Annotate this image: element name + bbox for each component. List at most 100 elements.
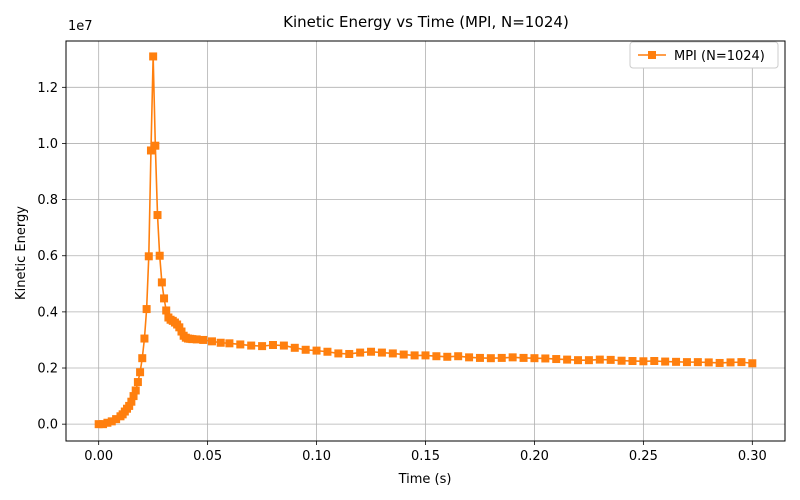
data-point xyxy=(508,353,517,362)
series-layer xyxy=(94,52,757,429)
data-point xyxy=(301,345,310,354)
data-point xyxy=(628,357,637,365)
data-point xyxy=(323,347,332,356)
x-tick-label: 0.00 xyxy=(84,449,113,464)
data-point xyxy=(258,342,267,351)
x-tick-label: 0.15 xyxy=(411,449,440,464)
data-point xyxy=(133,378,142,387)
data-point xyxy=(661,357,670,366)
data-point xyxy=(465,353,474,362)
data-point xyxy=(125,401,134,410)
data-point xyxy=(153,211,162,220)
data-point xyxy=(682,358,691,367)
legend-marker-swatch xyxy=(648,51,656,59)
y-tick-label: 0.0 xyxy=(37,418,58,433)
data-point xyxy=(486,354,495,363)
data-point xyxy=(410,351,419,360)
data-point xyxy=(192,335,201,344)
data-point xyxy=(290,343,299,352)
data-point xyxy=(399,350,408,359)
data-point xyxy=(225,339,234,348)
y-multiplier-label: 1e7 xyxy=(68,19,93,34)
legend: MPI (N=1024) xyxy=(629,41,779,69)
data-point xyxy=(107,417,116,426)
legend-box xyxy=(629,41,779,69)
y-tick-label: 0.6 xyxy=(37,249,58,264)
y-tick-label: 0.4 xyxy=(37,305,58,320)
data-point xyxy=(443,352,452,361)
data-point xyxy=(726,358,735,367)
data-point xyxy=(672,357,681,366)
x-tick-label: 0.10 xyxy=(302,449,331,464)
y-tick-label: 1.0 xyxy=(37,137,58,152)
data-point xyxy=(157,278,166,287)
data-point xyxy=(149,52,158,61)
data-point xyxy=(94,420,103,429)
data-point xyxy=(334,349,343,358)
data-point xyxy=(345,349,354,358)
data-point xyxy=(177,327,186,336)
data-point xyxy=(131,386,140,395)
data-point xyxy=(421,351,430,360)
data-point xyxy=(388,349,397,358)
data-point xyxy=(748,359,757,368)
x-tick-label: 0.20 xyxy=(520,449,549,464)
plot-area: 0.00 0.05 0.10 0.15 0.20 0.25 0.30 0.00.20.40.… xyxy=(37,40,786,464)
data-point xyxy=(127,397,136,406)
data-point xyxy=(530,354,539,363)
legend-entry-mpi: MPI (N=1024) xyxy=(674,49,765,64)
data-point xyxy=(207,337,216,346)
data-point xyxy=(144,252,153,261)
chart-title: Kinetic Energy vs Time (MPI, N=1024) xyxy=(283,13,569,31)
data-point xyxy=(541,354,550,363)
y-axis-label: Kinetic Energy xyxy=(14,206,29,300)
y-tick-label: 0.8 xyxy=(37,193,58,208)
data-point xyxy=(574,356,583,365)
data-point xyxy=(112,415,121,424)
data-point xyxy=(312,346,321,355)
data-point xyxy=(595,355,604,364)
data-point xyxy=(162,306,171,315)
data-point xyxy=(175,323,184,332)
data-point xyxy=(136,368,145,377)
data-point xyxy=(693,358,702,367)
data-point xyxy=(715,358,724,367)
data-point xyxy=(454,352,463,361)
data-point xyxy=(552,355,561,364)
data-point xyxy=(519,353,528,362)
data-point xyxy=(606,355,615,364)
data-point xyxy=(650,357,659,365)
data-point xyxy=(103,418,112,427)
data-point xyxy=(236,340,245,349)
data-point xyxy=(138,354,147,363)
data-point xyxy=(247,341,256,350)
y-tick-label: 1.2 xyxy=(37,81,58,96)
y-axis-ticks: 0.0 0.2 0.4 0.6 0.8 1.0 1.2 xyxy=(37,81,66,433)
data-point xyxy=(146,146,155,155)
data-point xyxy=(367,347,376,356)
data-point xyxy=(268,341,277,349)
y-tick-label: 0.2 xyxy=(37,362,58,377)
data-point xyxy=(617,356,626,365)
data-point xyxy=(160,294,169,303)
data-point xyxy=(129,392,138,401)
data-point xyxy=(432,352,441,361)
data-point xyxy=(639,357,648,366)
x-tick-label: 0.25 xyxy=(629,449,658,464)
x-axis-label: Time (s) xyxy=(398,472,452,487)
data-point xyxy=(188,335,197,344)
data-point xyxy=(151,141,160,150)
data-point xyxy=(279,341,288,350)
data-point xyxy=(737,358,746,367)
data-point xyxy=(563,355,572,364)
data-point xyxy=(140,334,149,343)
data-point xyxy=(99,420,108,429)
data-point xyxy=(704,358,713,367)
x-axis-ticks: 0.00 0.05 0.10 0.15 0.20 0.25 0.30 xyxy=(84,441,767,464)
data-point xyxy=(142,305,151,314)
data-point xyxy=(377,348,386,357)
data-point xyxy=(584,356,593,365)
x-tick-label: 0.30 xyxy=(738,449,767,464)
data-point xyxy=(356,348,365,357)
